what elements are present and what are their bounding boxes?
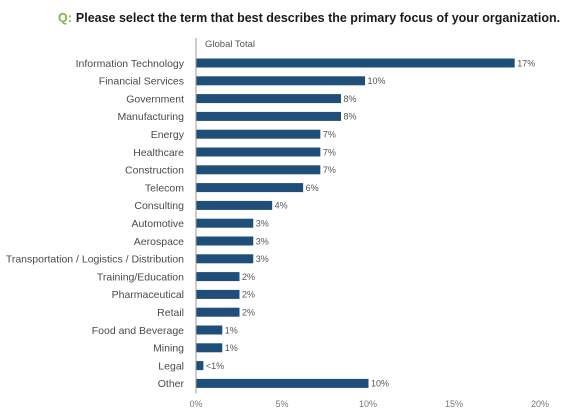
category-label: Aerospace [134, 236, 184, 248]
bar [196, 289, 240, 299]
x-tick-label: 5% [275, 399, 288, 409]
bar [196, 272, 240, 282]
data-label: 3% [256, 254, 269, 264]
data-label: 2% [242, 308, 255, 318]
data-label: <1% [206, 361, 224, 371]
data-label: 8% [343, 112, 356, 122]
bar [196, 76, 366, 86]
data-label: 7% [323, 130, 336, 140]
category-label: Construction [125, 165, 184, 177]
bar [196, 361, 204, 371]
category-label: Food and Beverage [92, 325, 184, 337]
data-label: 2% [242, 290, 255, 300]
bar [196, 58, 515, 68]
bar [196, 254, 254, 264]
question-prefix: Q: [58, 11, 72, 25]
data-label: 4% [275, 201, 288, 211]
data-label: 6% [306, 183, 319, 193]
data-label: 10% [368, 76, 386, 86]
data-label: 8% [343, 94, 356, 104]
x-tick-label: 15% [445, 399, 463, 409]
data-label: 7% [323, 165, 336, 175]
bar [196, 165, 321, 175]
bar [196, 325, 223, 335]
data-label: 3% [256, 236, 269, 246]
bar [196, 129, 321, 139]
x-tick-label: 20% [531, 399, 549, 409]
bar [196, 378, 369, 388]
bar [196, 147, 321, 157]
category-label: Healthcare [133, 147, 184, 159]
bar [196, 94, 341, 104]
category-label: Other [158, 378, 185, 390]
series-header: Global Total [205, 39, 255, 50]
category-label: Financial Services [99, 76, 184, 88]
x-tick-label: 10% [359, 399, 377, 409]
x-tick-label: 0% [189, 399, 202, 409]
bar [196, 343, 223, 353]
category-label: Training/Education [97, 271, 184, 283]
data-label: 17% [517, 58, 535, 68]
data-label: 7% [323, 147, 336, 157]
category-label: Transportation / Logistics / Distributio… [6, 254, 184, 266]
bar [196, 236, 254, 246]
bar [196, 307, 240, 317]
data-label: 2% [242, 272, 255, 282]
category-label: Automotive [131, 218, 184, 230]
category-label: Telecom [145, 182, 184, 194]
data-label: 1% [225, 325, 238, 335]
category-label: Manufacturing [117, 111, 184, 123]
bar [196, 183, 304, 193]
category-label: Pharmaceutical [112, 289, 184, 301]
bar [196, 200, 273, 210]
bar [196, 218, 254, 228]
category-label: Energy [151, 129, 185, 141]
category-label: Government [126, 93, 184, 105]
data-label: 10% [371, 379, 389, 389]
data-label: 3% [256, 219, 269, 229]
category-label: Mining [153, 343, 184, 355]
category-label: Information Technology [76, 58, 185, 70]
category-label: Consulting [134, 200, 184, 212]
category-label: Retail [157, 307, 184, 319]
bar [196, 111, 341, 121]
bars-layer: Information Technology 17% Financial Servi… [6, 58, 535, 390]
data-label: 1% [225, 343, 238, 353]
question-body: Please select the term that best describ… [75, 11, 561, 25]
question-text: Q: Please select the term that best descr… [58, 11, 563, 31]
category-label: Legal [158, 360, 184, 372]
